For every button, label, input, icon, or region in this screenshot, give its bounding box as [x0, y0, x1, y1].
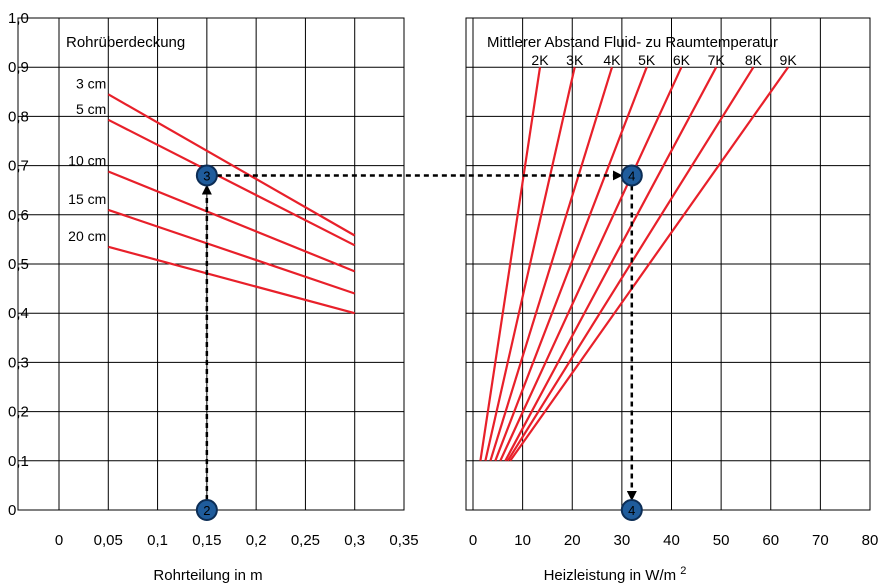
y-tick-label: 0,2 — [8, 404, 29, 421]
right-panel-title: Mittlerer Abstand Fluid- zu Raumtemperat… — [487, 34, 778, 51]
left-series-label: 10 cm — [68, 153, 106, 169]
right-x-tick-label: 70 — [812, 532, 829, 549]
y-tick-label: 0,3 — [8, 354, 29, 371]
left-x-tick-label: 0,15 — [192, 532, 221, 549]
left-panel: 0 0,05 0,1 0,15 0,2 0,25 0,3 0,35 0 0,1 0,2 0,3 0,4 0… — [8, 10, 419, 549]
right-x-tick-label: 50 — [713, 532, 730, 549]
left-x-axis-label: Rohrteilung in m — [153, 567, 262, 584]
right-series-label: 8K — [745, 52, 763, 68]
right-series-label: 5K — [638, 52, 656, 68]
right-series-label: 6K — [673, 52, 691, 68]
step-marker-label: 3 — [203, 168, 210, 183]
right-panel: 0 10 20 30 40 50 60 70 80 2K 3K 4K 5K 6K 7K 8K 9K — [465, 17, 879, 549]
left-x-tick-label: 0,05 — [94, 532, 123, 549]
y-tick-label: 0,4 — [8, 305, 29, 322]
right-series-label: 4K — [603, 52, 621, 68]
right-x-axis-label-text: Heizleistung in W/m — [544, 567, 677, 584]
right-series-label: 2K — [531, 52, 549, 68]
step-marker-circle — [195, 499, 218, 521]
left-series-line-3cm — [107, 93, 356, 237]
left-series-label: 15 cm — [68, 191, 106, 207]
right-series-line-4K — [489, 66, 614, 462]
y-tick-label: 0,7 — [8, 158, 29, 175]
left-series-label: 5 cm — [76, 101, 106, 117]
left-x-tick-label: 0,3 — [344, 532, 365, 549]
right-series-line-9K — [509, 66, 789, 462]
right-series-line-2K — [479, 67, 542, 461]
right-x-tick-label: 20 — [564, 532, 581, 549]
right-x-tick-label: 80 — [862, 532, 879, 549]
right-series-label: 7K — [708, 52, 726, 68]
left-x-tick-label: 0,25 — [291, 532, 320, 549]
right-series-line-5K — [494, 66, 648, 462]
right-series-line-3K — [484, 66, 576, 462]
left-series-label: 20 cm — [68, 228, 106, 244]
y-tick-label: 1,0 — [8, 10, 29, 27]
annotation-overlay: 2 3 4 4 — [195, 164, 643, 521]
y-tick-label: 0,5 — [8, 256, 29, 273]
step-marker-label: 4 — [628, 168, 635, 183]
y-tick-label: 0,8 — [8, 108, 29, 125]
right-x-tick-label: 30 — [614, 532, 631, 549]
step-marker-circle — [620, 499, 643, 521]
step-marker-circle — [195, 164, 218, 187]
y-tick-label: 0,1 — [8, 453, 29, 470]
left-x-tick-label: 0 — [55, 532, 63, 549]
step-marker-circle — [620, 164, 643, 187]
left-x-tick-label: 0,2 — [246, 532, 267, 549]
right-series-line-6K — [499, 66, 683, 462]
right-series-line-8K — [506, 66, 755, 462]
left-series-line-10cm — [107, 170, 356, 273]
step-marker-label: 2 — [203, 503, 210, 518]
left-panel-title: Rohrüberdeckung — [66, 34, 185, 51]
unit-superscript: 2 — [680, 565, 686, 577]
right-x-tick-label: 10 — [514, 532, 531, 549]
y-tick-label: 0,9 — [8, 59, 29, 76]
left-series-line-20cm — [108, 245, 355, 315]
step-marker-label: 4 — [628, 503, 635, 518]
left-series-line-15cm — [107, 208, 356, 295]
left-x-tick-label: 0,35 — [389, 532, 418, 549]
y-tick-label: 0,6 — [8, 207, 29, 224]
right-series-line-7K — [504, 66, 718, 462]
left-x-tick-label: 0,1 — [147, 532, 168, 549]
right-series-label: 3K — [566, 52, 584, 68]
y-tick-label: 0 — [8, 502, 16, 519]
left-series-label: 3 cm — [76, 75, 106, 91]
right-x-axis-label: Heizleistung in W/m 2 — [544, 565, 687, 584]
right-x-tick-label: 0 — [469, 532, 477, 549]
right-x-tick-label: 40 — [663, 532, 680, 549]
right-series-label: 9K — [780, 52, 798, 68]
right-x-tick-label: 60 — [762, 532, 779, 549]
left-series-line-5cm — [107, 118, 356, 247]
